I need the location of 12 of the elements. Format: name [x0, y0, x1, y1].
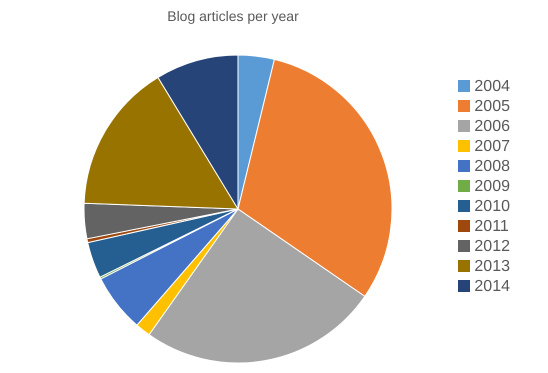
legend-label: 2007	[474, 138, 510, 154]
legend-label: 2006	[474, 118, 510, 134]
chart-title: Blog articles per year	[166, 8, 300, 24]
legend-label: 2005	[474, 98, 510, 114]
legend-label: 2009	[474, 178, 510, 194]
legend-label: 2010	[474, 198, 510, 214]
legend-label: 2014	[474, 278, 510, 294]
legend-label: 2012	[474, 238, 510, 254]
legend-label: 2013	[474, 258, 510, 274]
legend-label: 2008	[474, 158, 510, 174]
legend-label: 2004	[474, 78, 510, 94]
legend-label: 2011	[474, 218, 509, 234]
